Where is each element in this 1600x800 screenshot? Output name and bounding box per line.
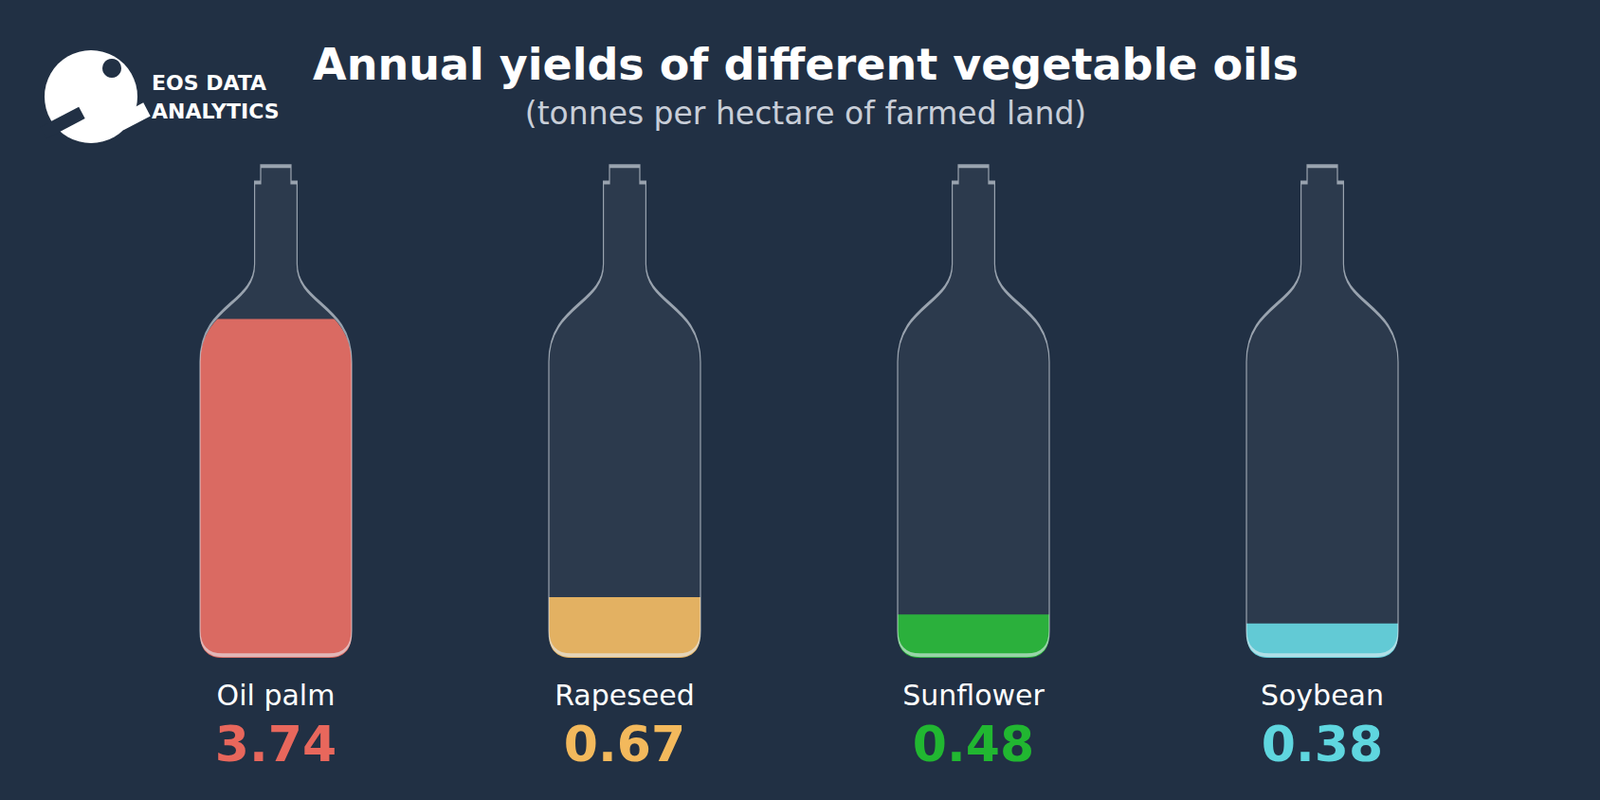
svg-text:Rapeseed: Rapeseed [554, 678, 695, 712]
svg-text:EOS DATA: EOS DATA [151, 71, 267, 95]
svg-text:0.48: 0.48 [912, 715, 1035, 773]
svg-text:0.67: 0.67 [563, 715, 686, 773]
svg-text:Soybean: Soybean [1260, 678, 1384, 712]
svg-text:0.38: 0.38 [1261, 715, 1383, 773]
svg-text:Annual yields of different veg: Annual yields of different vegetable oil… [312, 38, 1299, 91]
svg-text:(tonnes per hectare of farmed: (tonnes per hectare of farmed land) [525, 94, 1087, 132]
svg-text:3.74: 3.74 [215, 715, 337, 773]
svg-text:ANALYTICS: ANALYTICS [151, 99, 280, 124]
svg-text:Oil palm: Oil palm [217, 678, 336, 712]
svg-text:Sunflower: Sunflower [902, 678, 1045, 712]
